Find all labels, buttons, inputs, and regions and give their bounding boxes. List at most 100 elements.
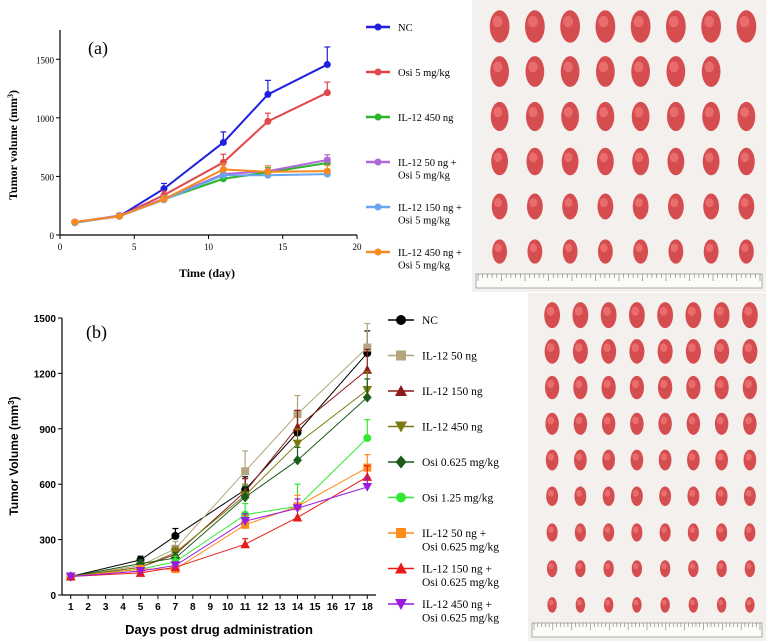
tumor-photo-b-tumor-highlight: [745, 416, 752, 425]
tumor-photo-a-tumor-highlight: [670, 243, 679, 253]
chart-b-series-line: [70, 389, 368, 578]
chart-a-legend-label-line2: Osi 5 mg/kg: [398, 171, 451, 182]
tumor-photo-a-tumor-highlight: [633, 15, 644, 28]
tumor-photo-b-tumor-highlight: [687, 306, 696, 316]
chart-a-legend-marker: [374, 158, 382, 166]
tumor-photo-b-tumor-highlight: [547, 379, 555, 389]
chart-a-y-tick-label: 500: [41, 172, 55, 182]
chart-b-x-tick-label: 4: [120, 602, 126, 613]
chart-b-x-tick-label: 10: [222, 602, 234, 613]
tumor-photo-a-tumor-highlight: [492, 15, 503, 28]
tumor-photo-b-tumor-highlight: [631, 306, 640, 316]
tumor-photo-b-tumor-highlight: [716, 306, 724, 316]
chart-b-data-point: [362, 482, 373, 492]
chart-a-y-axis-label: Tumor volume (mm3): [6, 90, 20, 200]
chart-b: 1 2 3 4 5 6 7 8 9 10 11 12 13 14 15 16 17 180300600900120…: [7, 314, 499, 637]
tumor-photo-a-tumor-highlight: [704, 15, 715, 28]
tumor-photo-a-tumor-highlight: [598, 61, 609, 73]
chart-a-data-point: [264, 168, 272, 176]
tumor-photo-b-tumor-highlight: [603, 416, 611, 425]
tumor-photo-a-tumor-highlight: [670, 152, 679, 163]
chart-a-y-axis-label-main: Tumor volume (mm: [6, 98, 20, 200]
tumor-photo-b-tumor-highlight: [660, 379, 668, 389]
tumor-photo-b-tumor-highlight: [604, 453, 611, 461]
chart-a-x-tick-label: 5: [132, 242, 137, 252]
tumor-photo-b-tumor-highlight: [603, 379, 611, 389]
chart-b-x-tick-label: 3: [103, 602, 109, 613]
tumor-photo-a-tumor-highlight: [493, 61, 503, 73]
tumor-photo-b-tumor-highlight: [574, 306, 583, 316]
chart-b-series-line: [70, 397, 368, 578]
tumor-photo-b-tumor-highlight: [576, 489, 583, 497]
tumor-photo-a-tumor-highlight: [635, 243, 643, 253]
tumor-photo-b-tumor-highlight: [575, 343, 583, 352]
chart-b-legend-item: Osi 0.625 mg/kg: [388, 455, 499, 469]
tumor-photo-b-tumor-highlight: [660, 453, 668, 461]
tumor-photo-b-tumor-highlight: [604, 526, 611, 533]
chart-a-legend-label: NC: [398, 23, 413, 34]
chart-b-data-point: [241, 467, 250, 476]
chart-b-legend-item: IL-12 150 ng +Osi 0.625 mg/kg: [388, 562, 499, 589]
tumor-photo-b-tumor-highlight: [605, 563, 611, 570]
chart-b-y-axis-label-main: Tumor Volume (mm: [7, 405, 21, 516]
chart-b-legend-item: Osi 1.25 mg/kg: [388, 492, 493, 505]
chart-b-data-point: [292, 439, 303, 449]
tumor-photo-a-tumor-highlight: [670, 198, 679, 208]
tumor-photo-b-tumor-highlight: [746, 599, 752, 606]
chart-b-legend-marker: [396, 350, 406, 361]
chart-b-x-tick-label: 13: [274, 602, 286, 613]
tumor-photo-a-tumor-highlight: [669, 61, 679, 73]
tumor-photo-a-tumor-highlight: [705, 243, 714, 253]
tumor-photo-a-tumor-highlight: [563, 61, 573, 73]
tumor-photo-b: [528, 293, 766, 641]
chart-a-legend-marker: [374, 23, 382, 31]
chart-a-data-point: [219, 138, 227, 146]
chart-a-panel-label: (a): [88, 38, 108, 59]
tumor-photo-b-tumor-highlight: [718, 563, 724, 570]
tumor-photo-b-tumor-highlight: [688, 453, 696, 461]
tumor-photo-a-tumor-highlight: [739, 15, 750, 28]
chart-b-legend-item: IL-12 150 ng: [388, 385, 483, 398]
chart-a-legend-marker: [374, 203, 382, 211]
tumor-photo-b-tumor-highlight: [744, 306, 753, 316]
tumor-photo-b-tumor-highlight: [746, 563, 752, 570]
chart-a-y-tick-label: 1000: [36, 114, 55, 124]
chart-b-legend-item: IL-12 50 ng: [388, 350, 477, 363]
chart-b-x-tick-label: 2: [85, 602, 91, 613]
chart-b-legend-label: IL-12 50 ng +: [422, 528, 486, 540]
tumor-photo-a-tumor-highlight: [493, 107, 503, 118]
tumor-photo-b-tumor-highlight: [659, 343, 668, 352]
tumor-photo-b-tumor-highlight: [744, 343, 753, 352]
tumor-photo-b-tumor-highlight: [548, 599, 554, 606]
tumor-photo-b-tumor-highlight: [576, 563, 582, 570]
chart-b-series-line: [70, 347, 368, 578]
tumor-photo-b-tumor-highlight: [631, 343, 640, 352]
chart-a-x-axis-label: Time (day): [179, 266, 235, 280]
chart-b-x-tick-label: 11: [240, 602, 251, 613]
tumor-photo-a-tumor-highlight: [669, 107, 679, 118]
chart-a-data-point: [323, 167, 331, 175]
chart-b-x-tick-label: 5: [138, 602, 144, 613]
chart-b-x-tick-label: 15: [309, 602, 321, 613]
tumor-photo-b-tumor-highlight: [661, 599, 667, 606]
chart-a-legend-item: IL-12 50 ng + Osi 5 mg/kg: [366, 158, 457, 182]
chart-a-legend-item: IL-12 150 ng + Osi 5 mg/kg: [366, 203, 462, 227]
tumor-photo-b-tumor-highlight: [632, 489, 639, 497]
chart-b-series-line: [70, 352, 368, 578]
chart-a-data-point: [264, 90, 272, 98]
chart-b-x-tick-label: 6: [155, 602, 161, 613]
tumor-photo-b-tumor-highlight: [689, 563, 695, 570]
chart-a-data-point: [219, 165, 227, 173]
chart-b-legend-marker: [395, 421, 407, 433]
tumor-photo-b-tumor-highlight: [548, 526, 554, 533]
chart-a-data-point: [323, 61, 331, 69]
chart-a-y-axis-label-close: ): [6, 90, 20, 94]
tumor-photo-b-tumor-highlight: [717, 526, 724, 533]
chart-a-legend-marker: [374, 248, 382, 256]
chart-b-data-point: [65, 572, 76, 582]
tumor-photo-a-tumor-highlight: [740, 198, 749, 208]
tumor-photo-b-tumor-highlight: [575, 416, 583, 425]
chart-b-legend-label: NC: [422, 315, 438, 327]
chart-b-legend-marker: [396, 315, 406, 325]
